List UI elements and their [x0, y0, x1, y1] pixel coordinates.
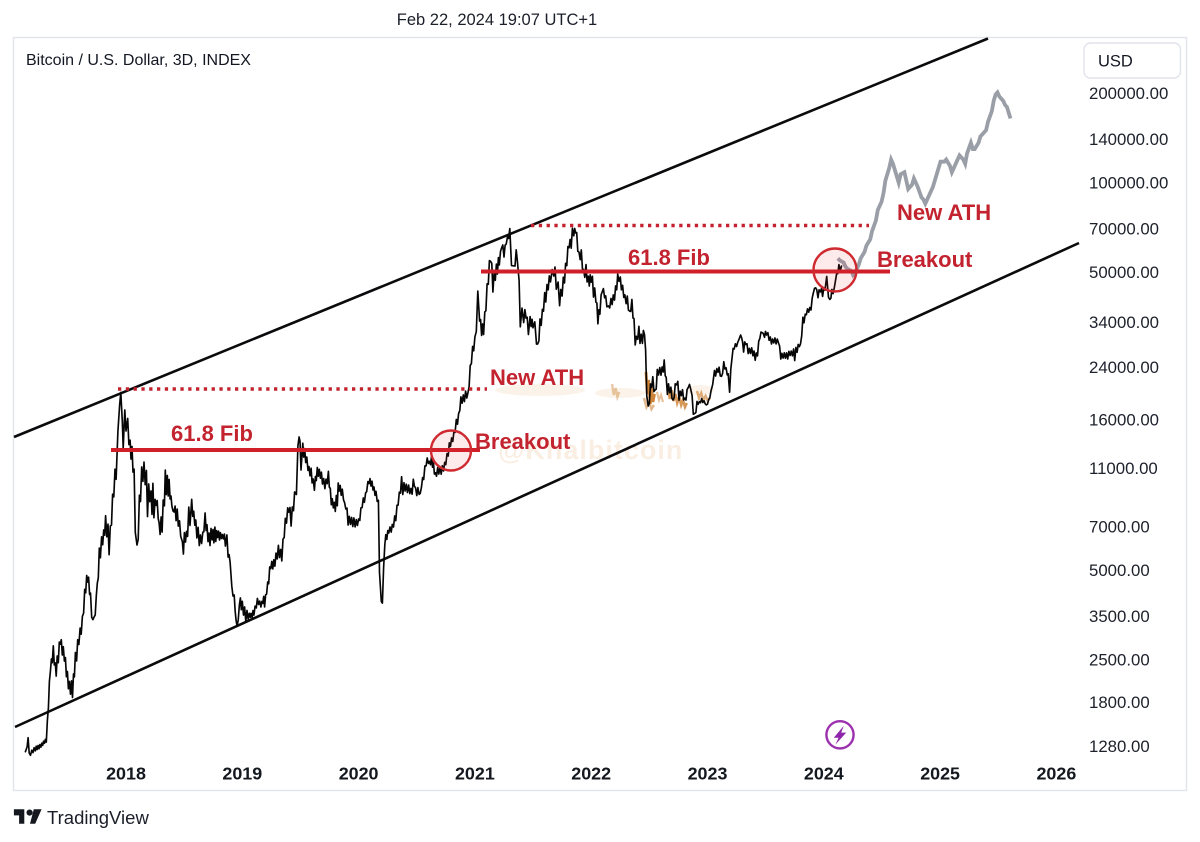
svg-text:70000.00: 70000.00	[1089, 220, 1159, 239]
svg-text:11000.00: 11000.00	[1089, 459, 1158, 478]
svg-text:1280.00: 1280.00	[1089, 737, 1150, 756]
svg-text:New ATH: New ATH	[490, 365, 584, 390]
svg-text:7000.00: 7000.00	[1089, 517, 1150, 536]
svg-text:@Khalbitcoin: @Khalbitcoin	[498, 435, 683, 465]
svg-text:2022: 2022	[571, 764, 611, 784]
svg-text:100000.00: 100000.00	[1089, 174, 1168, 193]
svg-text:2023: 2023	[688, 764, 728, 784]
svg-text:Breakout: Breakout	[877, 247, 973, 272]
svg-text:50000.00: 50000.00	[1089, 263, 1159, 282]
svg-text:2019: 2019	[222, 764, 262, 784]
svg-text:2024: 2024	[804, 764, 844, 784]
svg-text:16000.00: 16000.00	[1089, 411, 1159, 430]
svg-text:61.8 Fib: 61.8 Fib	[628, 245, 710, 270]
svg-text:2500.00: 2500.00	[1089, 650, 1150, 669]
svg-text:24000.00: 24000.00	[1089, 358, 1159, 377]
svg-text:Bitcoin / U.S. Dollar, 3D, IND: Bitcoin / U.S. Dollar, 3D, INDEX	[26, 52, 251, 69]
svg-text:USD: USD	[1098, 53, 1133, 71]
svg-text:3500.00: 3500.00	[1089, 607, 1150, 626]
svg-text:2025: 2025	[920, 764, 960, 784]
svg-text:140000.00: 140000.00	[1089, 130, 1168, 149]
svg-text:TradingView: TradingView	[47, 807, 149, 828]
svg-text:5000.00: 5000.00	[1089, 561, 1150, 580]
svg-text:61.8 Fib: 61.8 Fib	[171, 421, 253, 446]
svg-text:200000.00: 200000.00	[1089, 84, 1168, 103]
svg-text:2018: 2018	[106, 764, 146, 784]
svg-text:Feb 22, 2024 19:07 UTC+1: Feb 22, 2024 19:07 UTC+1	[397, 11, 597, 29]
svg-text:2020: 2020	[339, 764, 379, 784]
svg-text:34000.00: 34000.00	[1089, 313, 1159, 332]
svg-text:2021: 2021	[455, 764, 495, 784]
svg-text:New ATH: New ATH	[897, 200, 991, 225]
svg-text:1800.00: 1800.00	[1089, 693, 1150, 712]
svg-text:Breakout: Breakout	[475, 429, 571, 454]
svg-text:2026: 2026	[1036, 764, 1076, 784]
